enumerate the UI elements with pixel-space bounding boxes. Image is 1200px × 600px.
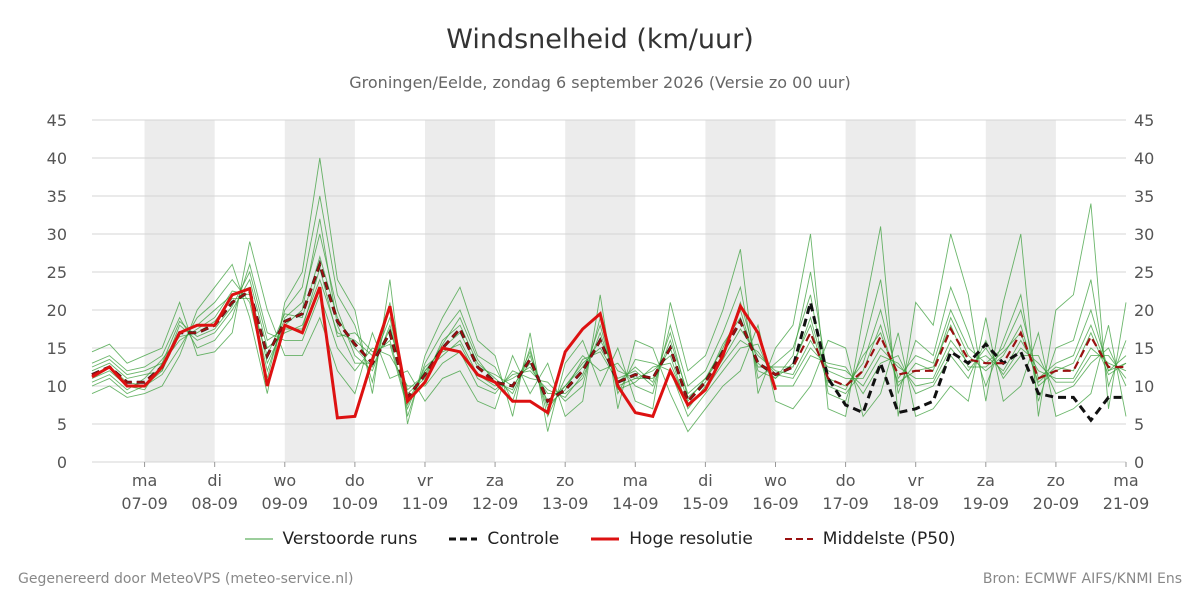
y-tick-right-5: 5 (1134, 415, 1144, 434)
x-tick-date-13: 20-09 (1033, 494, 1080, 513)
y-tick-left-20: 20 (47, 301, 67, 320)
y-tick-right-40: 40 (1134, 149, 1154, 168)
x-tick-day-12: za (977, 471, 995, 490)
x-tick-day-11: vr (908, 471, 924, 490)
legend-label-hires: Hoge resolutie (629, 529, 753, 549)
x-tick-date-4: 11-09 (402, 494, 449, 513)
x-tick-date-9: 16-09 (752, 494, 799, 513)
footer-generator: Gegenereerd door MeteoVPS (meteo-service… (18, 571, 354, 587)
legend-item-hires: Hoge resolutie (591, 529, 753, 549)
y-tick-right-20: 20 (1134, 301, 1154, 320)
y-tick-right-35: 35 (1134, 187, 1154, 206)
y-tick-right-30: 30 (1134, 225, 1154, 244)
x-tick-day-6: zo (556, 471, 574, 490)
y-tick-right-45: 45 (1134, 111, 1154, 130)
ensemble-line-8 (91, 266, 1127, 411)
median-line (91, 260, 1126, 404)
legend-item-median: Middelste (P50) (784, 529, 956, 549)
x-tick-date-8: 15-09 (682, 494, 729, 513)
footer-source: Bron: ECMWF AIFS/KNMI Ens (982, 571, 1182, 587)
legend-swatch-hires (591, 537, 620, 541)
y-tick-right-25: 25 (1134, 263, 1154, 282)
x-tick-day-8: di (698, 471, 713, 490)
legend: Verstoorde runs Controle Hoge resolutie … (0, 529, 1200, 549)
chart-title: Windsnelheid (km/uur) (446, 24, 754, 55)
weekend-shading (144, 120, 1056, 462)
x-tick-date-5: 12-09 (472, 494, 519, 513)
x-tick-date-6: 13-09 (542, 494, 589, 513)
y-tick-left-5: 5 (57, 415, 67, 434)
x-tick-day-1: di (207, 471, 222, 490)
y-tick-left-15: 15 (47, 339, 67, 358)
y-tick-right-10: 10 (1134, 377, 1154, 396)
legend-swatch-median (784, 538, 813, 540)
x-tick-day-4: vr (417, 471, 433, 490)
hires-line (91, 286, 777, 420)
x-tick-date-2: 09-09 (262, 494, 309, 513)
day-shade-4 (705, 120, 776, 462)
x-tick-day-3: do (345, 471, 365, 490)
x-tick-day-0: ma (132, 471, 157, 490)
x-axis: ma 07-09 di 08-09 wo 09-09 do 10-09 vr 11-09 za 12-… (121, 462, 1149, 513)
x-tick-date-0: 07-09 (121, 494, 168, 513)
x-tick-day-2: wo (273, 471, 296, 490)
legend-item-ensemble: Verstoorde runs (244, 529, 418, 549)
x-tick-day-10: do (836, 471, 856, 490)
main-lines (91, 259, 1126, 423)
x-tick-day-13: zo (1047, 471, 1065, 490)
y-tick-left-45: 45 (47, 111, 67, 130)
y-tick-left-25: 25 (47, 263, 67, 282)
y-tick-left-40: 40 (47, 149, 67, 168)
y-tick-left-0: 0 (57, 453, 67, 472)
y-tick-left-30: 30 (47, 225, 67, 244)
legend-item-control: Controle (449, 529, 559, 549)
legend-label-median: Middelste (P50) (822, 529, 956, 549)
x-tick-date-10: 17-09 (822, 494, 869, 513)
x-tick-date-12: 19-09 (963, 494, 1010, 513)
x-tick-date-3: 10-09 (332, 494, 379, 513)
day-shade-6 (985, 120, 1056, 462)
legend-swatch-ensemble (244, 538, 273, 540)
x-tick-date-14: 21-09 (1103, 494, 1150, 513)
x-tick-date-11: 18-09 (892, 494, 939, 513)
x-tick-day-14: ma (1113, 471, 1138, 490)
x-tick-day-9: wo (764, 471, 787, 490)
x-tick-date-7: 14-09 (612, 494, 659, 513)
legend-label-ensemble: Verstoorde runs (282, 529, 418, 549)
x-tick-date-1: 08-09 (191, 494, 238, 513)
day-shade-2 (424, 120, 496, 462)
y-tick-left-35: 35 (47, 187, 67, 206)
legend-swatch-control (449, 537, 478, 541)
day-shade-0 (144, 120, 215, 462)
y-tick-right-15: 15 (1134, 339, 1154, 358)
x-tick-day-5: za (486, 471, 504, 490)
x-tick-day-7: ma (623, 471, 648, 490)
y-tick-right-0: 0 (1134, 453, 1144, 472)
y-tick-left-10: 10 (47, 377, 67, 396)
day-shade-5 (845, 120, 916, 462)
y-axis: 0 0 5 5 10 10 15 15 20 20 25 25 30 30 35 35 40 40 45 45 (47, 111, 1155, 472)
legend-label-control: Controle (487, 529, 560, 549)
day-shade-3 (565, 120, 636, 462)
chart-subtitle: Groningen/Eelde, zondag 6 september 2026… (349, 73, 851, 92)
